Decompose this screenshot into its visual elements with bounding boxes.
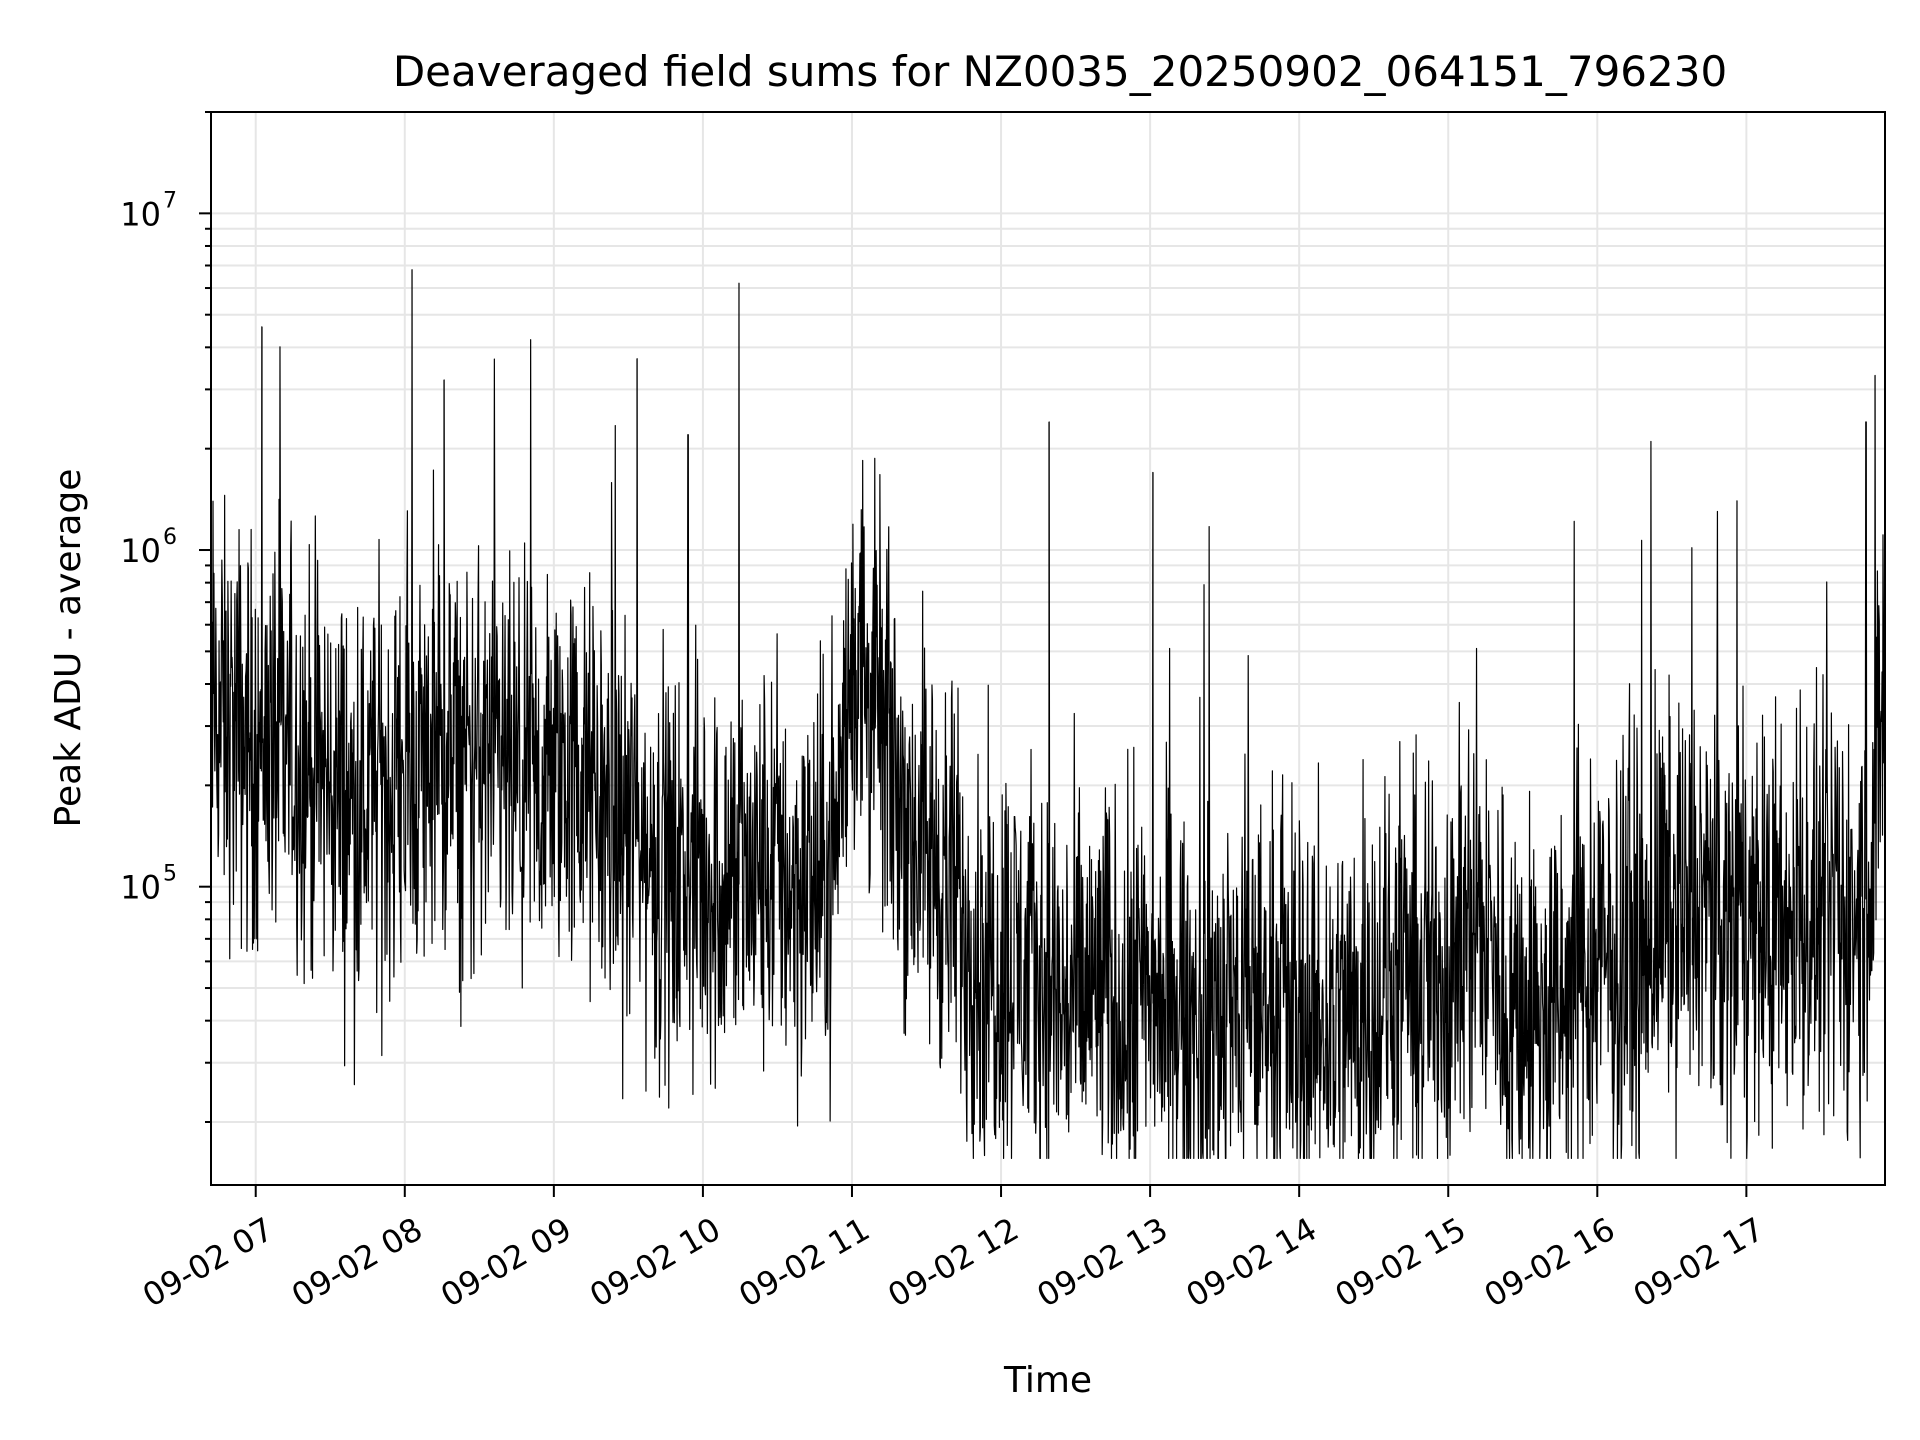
y-tick-label: 10 [120, 195, 161, 233]
series-path [210, 269, 1886, 1159]
series-line [210, 269, 1886, 1159]
y-tick-exponent: 5 [163, 862, 177, 887]
plot-frame [210, 111, 1886, 1186]
y-tick-exponent: 7 [163, 188, 177, 213]
y-tick-label: 10 [120, 532, 161, 570]
y-axis-label: Peak ADU - average [48, 469, 89, 828]
chart-title: Deaveraged field sums for NZ0035_2025090… [393, 47, 1727, 96]
x-axis-label: Time [1003, 1360, 1092, 1401]
y-tick-exponent: 6 [163, 525, 177, 550]
y-tick-label: 10 [120, 869, 161, 907]
